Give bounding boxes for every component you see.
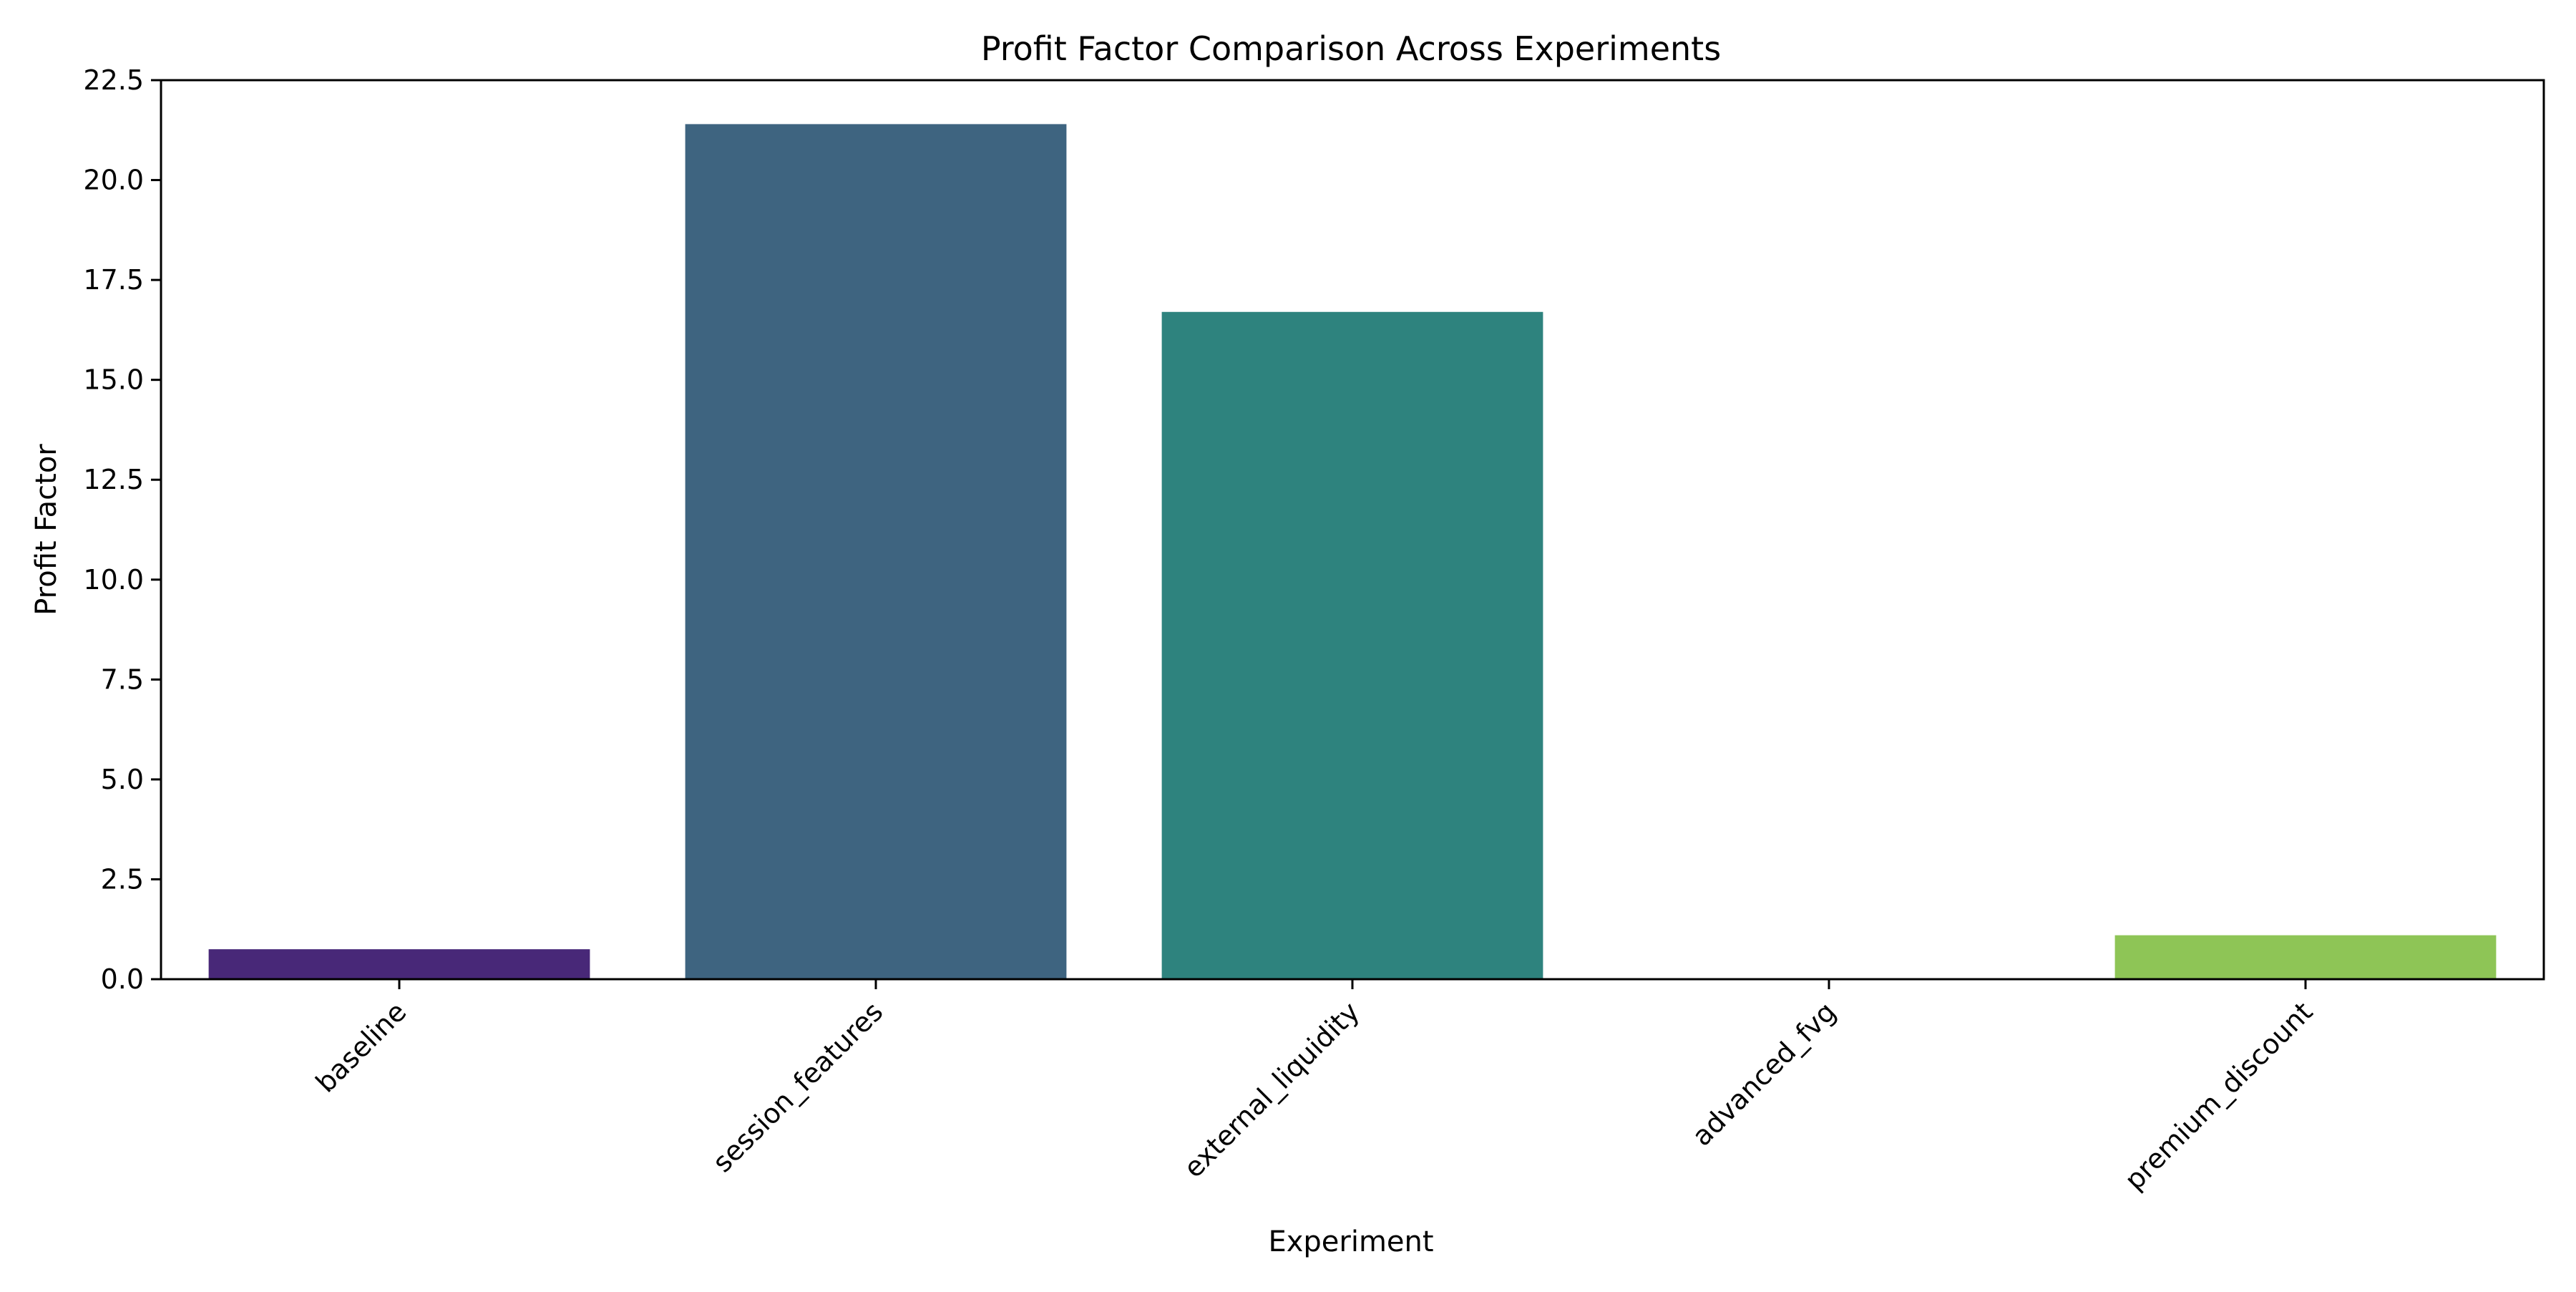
y-tick-label: 0.0 (101, 963, 144, 995)
y-tick-label: 17.5 (83, 264, 144, 296)
y-tick-label: 10.0 (83, 564, 144, 596)
bar-session-features (685, 124, 1067, 980)
bar-premium-discount (2114, 935, 2497, 979)
y-tick-label: 5.0 (101, 764, 144, 795)
y-axis-label: Profit Factor (30, 444, 63, 616)
y-tick-label: 15.0 (83, 364, 144, 396)
y-tick-label: 22.5 (83, 64, 144, 96)
chart-title: Profit Factor Comparison Across Experime… (981, 29, 1721, 68)
y-tick-label: 7.5 (101, 664, 144, 695)
y-tick-label: 12.5 (83, 464, 144, 495)
y-tick-label: 20.0 (83, 165, 144, 196)
bar-external-liquidity (1161, 311, 1543, 979)
bar-baseline (208, 949, 590, 979)
y-tick-label: 2.5 (101, 863, 144, 895)
x-axis-label: Experiment (1268, 1225, 1433, 1258)
